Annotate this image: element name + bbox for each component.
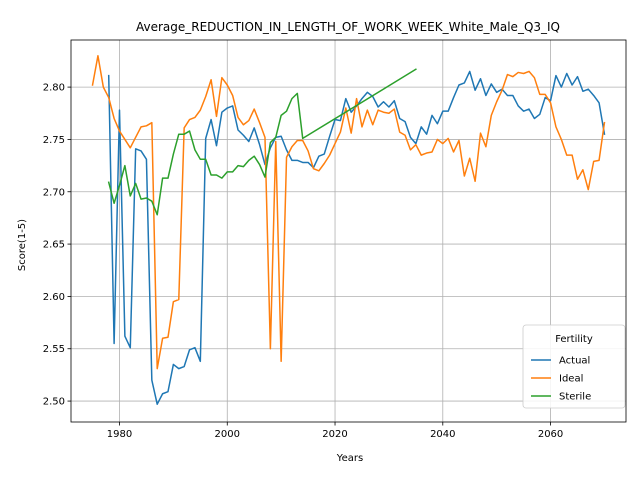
x-tick-label: 1980 [107,429,132,440]
chart-title: Average_REDUCTION_IN_LENGTH_OF_WORK_WEEK… [136,20,560,34]
y-tick-label: 2.50 [43,397,65,408]
y-tick-label: 2.70 [43,187,65,198]
plot-series [91,54,606,405]
y-tick-label: 2.80 [43,83,65,94]
legend-label-sterile: Sterile [559,392,591,403]
legend-items: Actual Ideal Sterile [531,356,591,403]
gridlines [71,40,626,422]
series-line-ideal [91,54,606,370]
y-tick-label: 2.60 [43,292,65,303]
legend-title: Fertility [555,334,593,345]
y-tick-label: 2.75 [43,135,65,146]
x-axis-ticks: 1980 2000 2020 2040 2060 [107,422,563,440]
y-tick-label: 2.55 [43,344,65,355]
series-line-sterile [107,68,417,216]
y-tick-label: 2.65 [43,240,65,251]
legend-label-ideal: Ideal [559,374,583,385]
x-axis-label: Years [336,453,363,464]
x-tick-label: 2060 [538,429,563,440]
y-axis-ticks: 2.50 2.55 2.60 2.65 2.70 2.75 2.80 [43,83,71,408]
legend-label-actual: Actual [559,356,590,367]
plot-frame [70,39,627,423]
y-axis-label: Score(1-5) [17,219,28,271]
x-tick-label: 2040 [430,429,455,440]
x-tick-label: 2000 [215,429,240,440]
legend: Fertility Actual Ideal Sterile [522,324,626,409]
legend-box [522,324,626,409]
x-tick-label: 2020 [322,429,347,440]
